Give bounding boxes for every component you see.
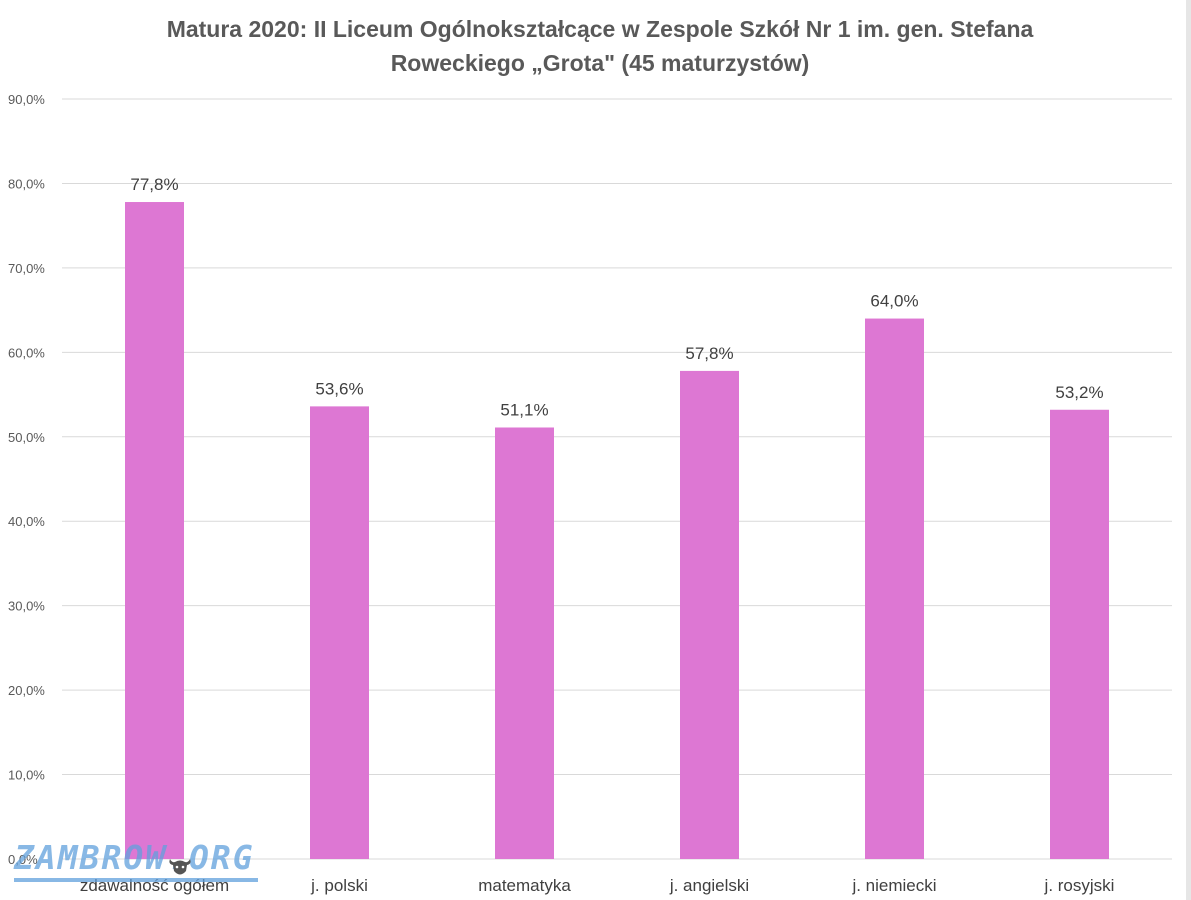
data-label: 57,8% (685, 344, 733, 363)
y-tick-label: 80,0% (8, 176, 45, 191)
y-tick-label: 10,0% (8, 768, 45, 783)
y-tick-label: 50,0% (8, 430, 45, 445)
bars (125, 202, 1109, 859)
data-label: 53,2% (1055, 383, 1103, 402)
y-tick-label: 60,0% (8, 345, 45, 360)
chart-title-line-2: Roweckiego „Grota" (45 maturzystów) (390, 50, 810, 76)
data-labels: 77,8% 53,6% 51,1% 57,8% 64,0% 53,2% (130, 175, 1103, 419)
bar (680, 370, 739, 859)
bar (865, 318, 924, 859)
data-label: 53,6% (315, 379, 363, 398)
y-tick-label: 0,0% (8, 852, 38, 867)
chart-title-line-1: Matura 2020: II Liceum Ogólnokształcące … (166, 16, 1034, 42)
gridlines (62, 98, 1172, 860)
y-tick-label: 90,0% (8, 92, 45, 107)
chart-title: Matura 2020: II Liceum Ogólnokształcące … (80, 12, 1120, 80)
y-tick-label: 20,0% (8, 683, 45, 698)
bison-head-icon (169, 859, 191, 875)
y-tick-label: 30,0% (8, 599, 45, 614)
bar (495, 427, 554, 859)
data-label: 51,1% (500, 400, 548, 419)
watermark-underline (14, 878, 258, 882)
category-label: j. rosyjski (1044, 876, 1115, 895)
watermark-text: ZAMBROW.ORG (14, 838, 255, 877)
category-label: j. niemiecki (851, 876, 936, 895)
bar (125, 202, 184, 859)
data-label: 77,8% (130, 175, 178, 194)
y-axis-ticks: 0,0% 10,0% 20,0% 30,0% 40,0% 50,0% 60,0% 70,0% 8… (8, 92, 45, 867)
bar (1050, 409, 1109, 859)
category-label: j. polski (310, 876, 368, 895)
bar (310, 406, 369, 859)
category-label: j. angielski (669, 876, 749, 895)
data-label: 64,0% (870, 292, 918, 311)
y-tick-label: 40,0% (8, 514, 45, 529)
category-label: matematyka (478, 876, 571, 895)
page-edge (1186, 0, 1191, 900)
y-tick-label: 70,0% (8, 261, 45, 276)
